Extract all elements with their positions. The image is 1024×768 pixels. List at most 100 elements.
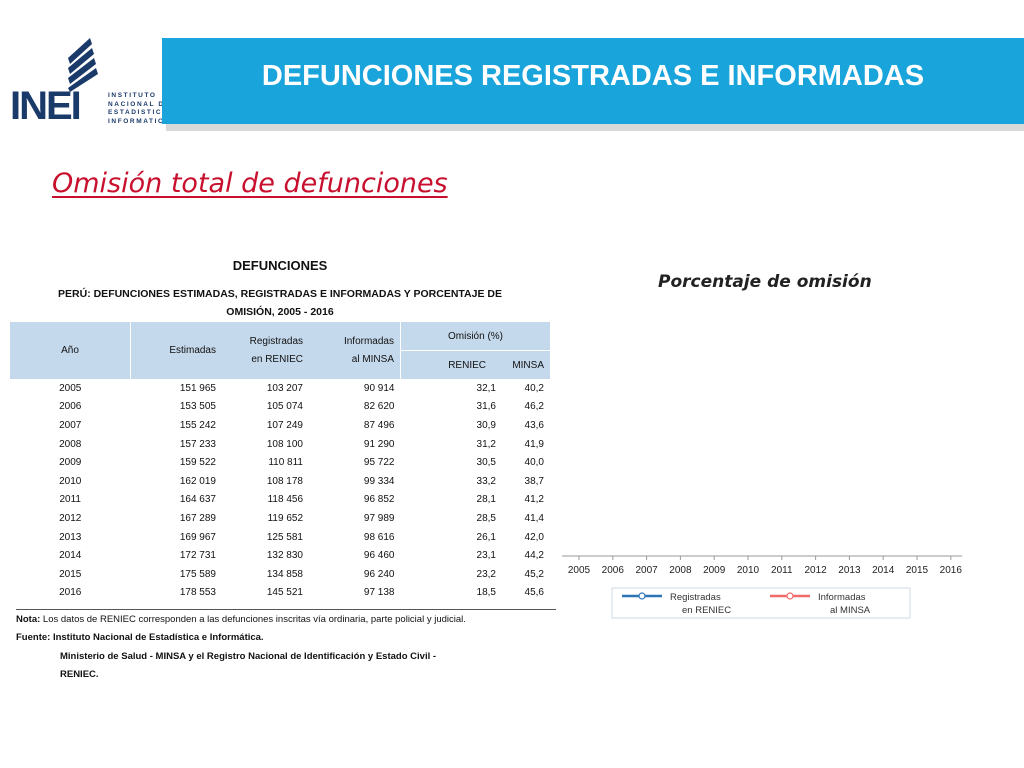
cell-omission-minsa: 46,2 [524, 401, 544, 413]
table-subheading-line2: OMISIÓN, 2005 - 2016 [226, 306, 334, 318]
legend-box [611, 587, 911, 619]
col-header-estimated: Estimadas [130, 322, 222, 379]
table-row: 2008 157 233 108 100 91 290 31,2 41,9 [10, 435, 550, 454]
cell-omission-minsa: 45,2 [524, 568, 544, 580]
cell-estimated: 162 019 [179, 475, 216, 487]
cell-omission-minsa: 41,4 [524, 512, 544, 524]
cell-registered: 108 178 [266, 475, 303, 487]
cell-year: 2006 [59, 401, 82, 413]
table-row: 2014 172 731 132 830 96 460 23,1 44,2 [10, 546, 550, 565]
cell-estimated: 175 589 [179, 568, 216, 580]
cell-registered: 105 074 [266, 401, 303, 413]
logo-abbr: INEI [10, 84, 82, 128]
deaths-table: Año Estimadas Registradas en RENIEC Info… [10, 322, 550, 602]
cell-registered: 118 456 [267, 494, 303, 506]
cell-informed: 96 852 [363, 494, 395, 506]
table-note: Nota: Los datos de RENIEC corresponden a… [16, 609, 556, 629]
cell-estimated: 157 233 [179, 438, 216, 450]
cell-informed: 97 989 [363, 512, 395, 524]
cell-estimated: 167 289 [179, 512, 216, 524]
source-line-2: Ministerio de Salud - MINSA y el Registr… [60, 647, 436, 666]
table-row: 2016 178 553 145 521 97 138 18,5 45,6 [10, 584, 550, 603]
table-row: 2013 169 967 125 581 98 616 26,1 42,0 [10, 528, 550, 547]
cell-year: 2010 [59, 475, 82, 487]
col-header-registered-line1: Registradas [249, 335, 303, 347]
table-row: 2009 159 522 110 811 95 722 30,5 40,0 [10, 453, 550, 472]
banner-shadow [166, 124, 1024, 131]
cell-omission-minsa: 38,7 [524, 475, 544, 487]
cell-informed: 98 616 [363, 531, 395, 543]
cell-registered: 134 858 [266, 568, 303, 580]
x-tick-label: 2012 [804, 565, 827, 576]
x-tick-label: 2015 [906, 565, 929, 576]
logo-line: NACIONAL DE [108, 100, 171, 108]
cell-omission-reniec: 31,6 [476, 401, 496, 413]
cell-informed: 87 496 [363, 419, 395, 431]
cell-omission-reniec: 31,2 [476, 438, 496, 450]
cell-year: 2009 [59, 457, 82, 469]
cell-omission-minsa: 40,2 [524, 382, 544, 394]
cell-omission-reniec: 30,5 [476, 457, 496, 469]
cell-estimated: 178 553 [179, 587, 216, 599]
cell-estimated: 151 965 [179, 382, 216, 394]
col-header-omission: Omisión (%) [400, 322, 550, 351]
x-tick-label: 2005 [568, 565, 591, 576]
cell-estimated: 155 242 [179, 419, 216, 431]
x-tick-label: 2013 [838, 565, 861, 576]
cell-registered: 107 249 [266, 419, 303, 431]
x-tick-label: 2014 [872, 565, 895, 576]
inei-logo-mark [68, 38, 98, 92]
cell-year: 2011 [59, 494, 81, 506]
x-tick-label: 2008 [669, 565, 692, 576]
col-header-registered: Registradas en RENIEC [222, 322, 309, 379]
cell-omission-reniec: 18,5 [476, 587, 496, 599]
omission-line-chart: 2005 2006 2007 2008 2009 2010 2011 2012 2013 2014… [562, 555, 963, 619]
table-row: 2006 153 505 105 074 82 620 31,6 46,2 [10, 398, 550, 417]
cell-omission-minsa: 44,2 [524, 550, 544, 562]
col-header-informed: Informadas al MINSA [309, 322, 401, 379]
note-text: Los datos de RENIEC corresponden a las d… [40, 614, 466, 625]
note-label: Nota: [16, 614, 41, 625]
table-subheading-line1: PERÚ: DEFUNCIONES ESTIMADAS, REGISTRADAS… [58, 288, 502, 300]
col-header-informed-line1: Informadas [343, 335, 394, 347]
cell-registered: 108 100 [266, 438, 303, 450]
x-tick-label: 2007 [635, 565, 658, 576]
source-line-3: RENIEC. [60, 665, 99, 684]
x-tick-label: 2006 [602, 565, 625, 576]
cell-omission-minsa: 45,6 [524, 587, 544, 599]
legend-marker-minsa [786, 592, 794, 600]
cell-informed: 91 290 [363, 438, 395, 450]
cell-omission-reniec: 30,9 [476, 419, 496, 431]
cell-omission-reniec: 32,1 [476, 382, 496, 394]
logo-line: INSTITUTO [108, 92, 157, 99]
table-row: 2005 151 965 103 207 90 914 32,1 40,2 [10, 379, 550, 398]
table-row: 2007 155 242 107 249 87 496 30,9 43,6 [10, 416, 550, 435]
legend-label-line2: al MINSA [830, 605, 871, 616]
table-heading: DEFUNCIONES [232, 258, 328, 273]
x-tick-label: 2009 [703, 565, 726, 576]
cell-registered: 125 581 [266, 531, 303, 543]
legend-marker-reniec [638, 592, 646, 600]
cell-year: 2007 [59, 419, 82, 431]
x-tick-label: 2016 [940, 565, 963, 576]
cell-informed: 90 914 [363, 382, 395, 394]
cell-omission-reniec: 26,1 [476, 531, 496, 543]
source-text-3: RENIEC. [60, 669, 99, 680]
legend-label-line1: Informadas [818, 592, 866, 603]
chart-title: Porcentaje de omisión [658, 272, 872, 292]
cell-estimated: 153 505 [179, 401, 216, 413]
legend-label-line2: en RENIEC [682, 605, 731, 616]
cell-informed: 97 138 [363, 587, 395, 599]
cell-omission-minsa: 41,9 [524, 438, 544, 450]
source-line-1: Fuente: Instituto Nacional de Estadístic… [16, 628, 264, 647]
cell-omission-reniec: 23,2 [476, 568, 496, 580]
cell-registered: 145 521 [266, 587, 303, 599]
cell-estimated: 172 731 [179, 550, 216, 562]
page-title: DEFUNCIONES REGISTRADAS E INFORMADAS [261, 60, 925, 92]
header-banner: DEFUNCIONES REGISTRADAS E INFORMADAS [162, 38, 1024, 124]
col-header-omission-reniec: RENIEC [400, 350, 502, 379]
cell-estimated: 159 522 [179, 457, 216, 469]
cell-omission-reniec: 23,1 [476, 550, 496, 562]
cell-informed: 95 722 [363, 457, 395, 469]
source-text-1: Fuente: Instituto Nacional de Estadístic… [16, 632, 264, 643]
